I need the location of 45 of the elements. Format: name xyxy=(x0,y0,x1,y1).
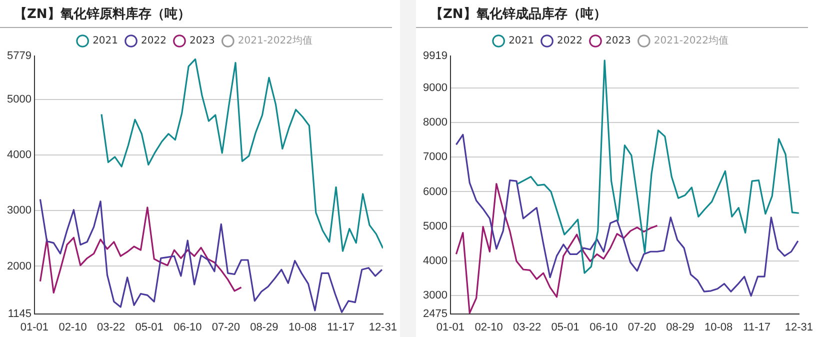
x-tick-label: 07-20 xyxy=(628,321,656,334)
y-tick-label: 5779 xyxy=(6,50,32,62)
legend-label: 2021 xyxy=(92,36,118,47)
y-tick-label: 8000 xyxy=(422,116,448,128)
x-tick-label: 02-10 xyxy=(58,321,87,334)
y-tick-label: 5000 xyxy=(422,220,448,232)
x-tick-label: 06-10 xyxy=(590,321,618,334)
x-tick-label: 10-08 xyxy=(288,321,317,334)
x-tick-label: 03-22 xyxy=(512,321,542,334)
y-tick-label: 3000 xyxy=(422,290,448,302)
x-tick-label: 01-01 xyxy=(436,321,465,334)
x-tick-label: 02-10 xyxy=(474,321,503,334)
x-tick-label: 11-17 xyxy=(743,321,770,334)
x-tick-label: 12-31 xyxy=(784,321,814,334)
legend-label: 2021-2022均值 xyxy=(654,34,728,47)
legend-label: 2021-2022均值 xyxy=(238,34,312,47)
x-tick-label: 06-10 xyxy=(174,321,202,334)
y-tick-label: 2475 xyxy=(422,308,448,320)
x-tick-label: 12-31 xyxy=(368,321,398,334)
legend-label: 2022 xyxy=(141,36,166,47)
y-tick-label: 4000 xyxy=(6,149,32,161)
legend-label: 2022 xyxy=(557,36,582,47)
y-tick-label: 4000 xyxy=(422,255,448,268)
chart-title: 【ZN】氧化锌成品库存（吨） xyxy=(416,0,808,28)
x-tick-label: 01-01 xyxy=(20,321,49,334)
legend-label: 2023 xyxy=(605,36,631,47)
y-tick-label: 9000 xyxy=(422,82,448,94)
x-tick-label: 11-17 xyxy=(327,321,354,334)
legend-label: 2021 xyxy=(508,36,534,47)
x-tick-label: 03-22 xyxy=(96,321,126,334)
y-tick-label: 2000 xyxy=(6,260,32,272)
x-tick-label: 10-08 xyxy=(704,321,733,334)
legend-label: 2023 xyxy=(189,36,215,47)
x-tick-label: 08-29 xyxy=(666,321,694,334)
x-tick-label: 08-29 xyxy=(250,321,278,334)
y-tick-label: 6000 xyxy=(422,186,448,198)
y-tick-label: 1145 xyxy=(8,308,32,320)
y-tick-label: 7000 xyxy=(422,151,448,164)
chart-title: 【ZN】氧化锌原料库存（吨） xyxy=(0,0,392,28)
x-tick-label: 05-01 xyxy=(135,321,164,334)
x-tick-label: 07-20 xyxy=(212,321,240,334)
y-tick-label: 9919 xyxy=(422,50,448,62)
x-tick-label: 05-01 xyxy=(551,321,580,334)
y-tick-label: 3000 xyxy=(6,204,32,217)
y-tick-label: 5000 xyxy=(6,93,32,106)
